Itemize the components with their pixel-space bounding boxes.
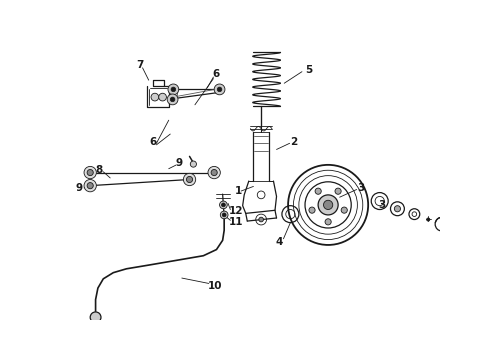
Circle shape	[341, 207, 347, 213]
Text: 12: 12	[228, 206, 243, 216]
Circle shape	[220, 201, 227, 209]
Circle shape	[217, 87, 222, 92]
Text: 8: 8	[96, 165, 103, 175]
Circle shape	[323, 200, 333, 210]
Circle shape	[168, 84, 179, 95]
Circle shape	[208, 166, 220, 179]
Circle shape	[183, 173, 196, 186]
Circle shape	[394, 206, 400, 212]
Circle shape	[318, 195, 338, 215]
Circle shape	[84, 180, 97, 192]
Text: 4: 4	[276, 237, 283, 247]
Text: 3: 3	[358, 183, 365, 193]
Circle shape	[214, 84, 225, 95]
Circle shape	[190, 161, 196, 167]
Text: 3: 3	[378, 200, 386, 210]
Circle shape	[335, 188, 341, 194]
Text: 9: 9	[176, 158, 183, 167]
Text: 7: 7	[136, 60, 143, 70]
Circle shape	[87, 183, 93, 189]
Circle shape	[87, 170, 93, 176]
Circle shape	[222, 213, 226, 217]
Circle shape	[186, 176, 193, 183]
Circle shape	[309, 207, 315, 213]
Circle shape	[315, 188, 321, 194]
Circle shape	[427, 218, 430, 221]
Circle shape	[167, 94, 178, 105]
Circle shape	[259, 217, 264, 222]
Circle shape	[159, 93, 167, 101]
Circle shape	[151, 93, 159, 101]
Text: 9: 9	[76, 183, 83, 193]
Circle shape	[171, 87, 175, 92]
Text: 1: 1	[234, 186, 242, 196]
Circle shape	[325, 219, 331, 225]
Circle shape	[211, 170, 217, 176]
Text: 6: 6	[149, 137, 156, 147]
Text: 5: 5	[305, 65, 313, 75]
Text: 11: 11	[228, 217, 243, 227]
Text: 10: 10	[208, 281, 222, 291]
Circle shape	[221, 203, 225, 207]
Circle shape	[220, 211, 228, 219]
Circle shape	[84, 166, 97, 179]
Circle shape	[90, 312, 101, 323]
Text: 2: 2	[290, 137, 297, 147]
Text: 6: 6	[213, 69, 220, 79]
Circle shape	[171, 97, 175, 102]
